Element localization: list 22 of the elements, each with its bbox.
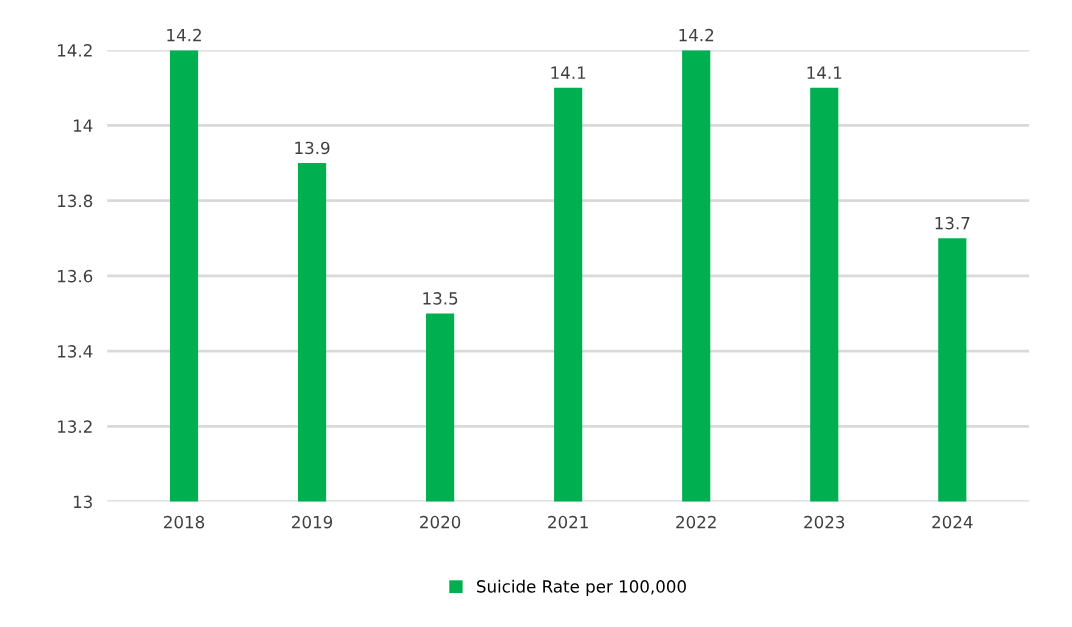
x-tick-label: 2024	[932, 515, 973, 529]
x-tick-label: 2021	[548, 515, 588, 529]
data-label: 13.5	[423, 292, 458, 305]
y-tick-label: 14.2	[58, 44, 92, 57]
data-label: 13.9	[295, 141, 330, 155]
data-label: 13.7	[935, 216, 970, 230]
y-tick-label: 13	[73, 495, 92, 509]
data-label: 14.2	[679, 28, 714, 42]
data-label: 14.1	[551, 66, 586, 79]
y-tick-label: 13.2	[58, 420, 92, 433]
x-tick-label: 2019	[292, 515, 333, 529]
y-tick-label: 13.6	[58, 269, 93, 283]
y-tick-label: 14	[73, 119, 93, 132]
data-label: 14.1	[807, 66, 842, 79]
legend-label: Suicide Rate per 100,000	[477, 579, 686, 596]
data-label: 14.2	[167, 28, 201, 42]
x-tick-label: 2022	[676, 515, 716, 529]
x-tick-label: 2020	[420, 515, 461, 529]
x-tick-label: 2023	[804, 515, 845, 529]
x-tick-label: 2018	[164, 515, 205, 529]
y-tick-label: 13.8	[58, 194, 93, 208]
y-tick-label: 13.4	[58, 345, 93, 358]
